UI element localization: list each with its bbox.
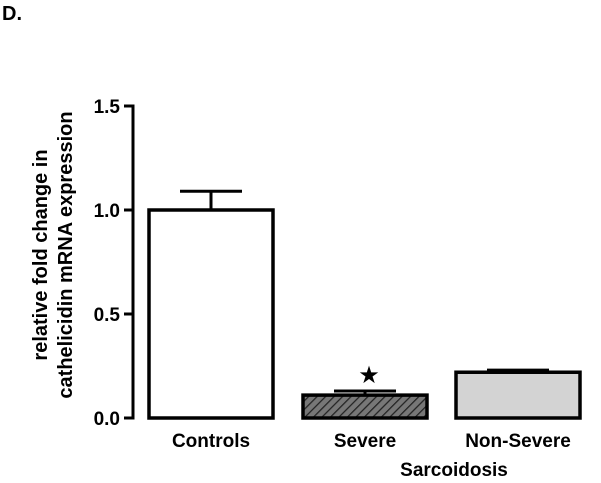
category-labels: Controls Severe Non-Severe: [172, 431, 571, 452]
category-label: Severe: [334, 431, 396, 452]
y-tick-label: 0.0: [94, 409, 120, 430]
panel-label: D.: [2, 3, 22, 25]
y-tick-label: 1.0: [94, 201, 120, 222]
y-tick-label: 1.5: [94, 97, 121, 118]
error-bars: ★: [180, 189, 549, 396]
bar-severe: [301, 393, 429, 420]
category-label: Non-Severe: [465, 431, 571, 452]
bar-non-severe: [454, 370, 582, 420]
bars: [147, 208, 582, 420]
y-axis-ticks: 0.0 0.5 1.0 1.5: [94, 97, 133, 430]
y-axis-title-line-1: relative fold change in: [30, 149, 52, 360]
significance-star: ★: [358, 361, 380, 389]
bar-controls: [147, 208, 275, 420]
category-label: Controls: [172, 431, 250, 452]
group-label: Sarcoidosis: [400, 460, 508, 481]
y-tick-label: 0.5: [94, 305, 121, 326]
y-axis-title-line-2: cathelicidin mRNA expression: [55, 111, 77, 398]
